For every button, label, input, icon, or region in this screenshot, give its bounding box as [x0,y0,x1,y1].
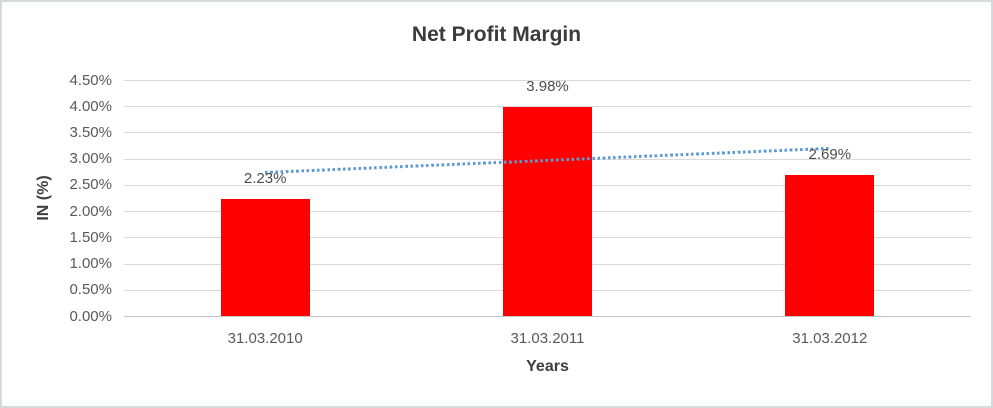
chart-title: Net Profit Margin [411,23,582,46]
y-tick-label: 2.00% [69,202,112,220]
x-tick-label: 31.03.2010 [227,330,303,347]
x-tick-label: 31.03.2012 [792,330,868,347]
y-tick-label: 0.00% [69,307,112,325]
bar-31.03.2011[interactable] [503,107,592,316]
bar-31.03.2012[interactable] [785,174,875,316]
y-tick-label: 0.50% [69,281,112,299]
x-tick-label: 31.03.2011 [510,330,585,347]
plot-area: 2.23% 3.98% 2.69% [124,78,971,317]
x-axis-line [124,316,971,317]
y-tick-label: 2.50% [69,176,112,194]
y-tick-label: 4.00% [69,97,112,115]
bar-31.03.2010[interactable] [220,199,310,316]
y-tick-label: 4.50% [69,71,112,89]
x-axis-title: Years [526,358,569,375]
y-tick-label: 3.50% [69,123,112,141]
data-label-31.03.2011: 3.98% [526,78,569,96]
gridline [124,106,971,108]
gridline [124,80,971,81]
data-label-31.03.2010: 2.23% [243,170,287,187]
y-tick-label: 1.50% [69,228,112,246]
y-tick-label: 1.00% [69,255,112,273]
data-label-31.03.2012: 2.69% [808,145,852,163]
y-tick-label: 3.00% [69,150,112,168]
